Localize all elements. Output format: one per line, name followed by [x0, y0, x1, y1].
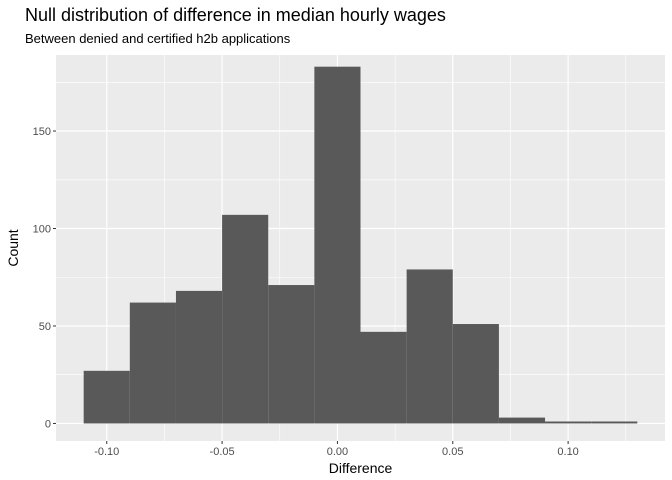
histogram-bar	[175, 290, 223, 424]
x-tick-label: 0.00	[327, 446, 348, 458]
histogram-bar	[498, 417, 546, 424]
y-tick-label: 0	[45, 418, 51, 430]
x-tick-label: 0.05	[442, 446, 463, 458]
histogram-bar	[406, 269, 453, 424]
histogram-bar	[360, 331, 407, 424]
x-tick-label: -0.10	[94, 446, 119, 458]
x-axis: -0.10 -0.05 0.00 0.05 0.10	[94, 441, 579, 458]
histogram-bar	[268, 285, 315, 424]
histogram-bar	[545, 421, 592, 424]
histogram-bar	[222, 214, 269, 424]
histogram-bar	[314, 66, 361, 424]
y-tick-label: 100	[33, 224, 51, 236]
y-tick-label: 150	[33, 126, 51, 138]
histogram-bar	[129, 302, 176, 424]
chart-subtitle: Between denied and certified h2b applica…	[25, 31, 291, 46]
histogram-bars	[83, 66, 638, 424]
chart-title: Null distribution of difference in media…	[25, 5, 446, 25]
y-tick-label: 50	[39, 321, 51, 333]
x-tick-label: 0.10	[557, 446, 578, 458]
y-axis: 0 50 100 150	[33, 126, 56, 430]
y-axis-title: Count	[5, 229, 21, 266]
histogram-bar	[452, 324, 499, 424]
x-tick-label: -0.05	[210, 446, 235, 458]
histogram-bar	[83, 370, 130, 424]
histogram-bar	[591, 421, 638, 424]
x-axis-title: Difference	[329, 460, 393, 476]
